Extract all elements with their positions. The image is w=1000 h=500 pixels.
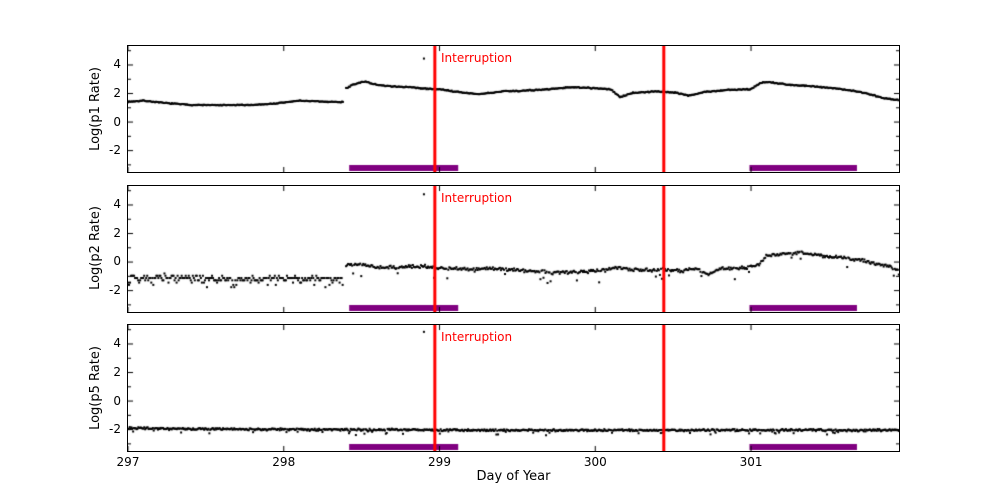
y-tick-label: -2 xyxy=(109,282,121,297)
interruption-label-p5: Interruption xyxy=(441,330,513,344)
y-axis-label-p2: Log(p2 Rate) xyxy=(88,206,103,290)
interruption-label-p1: Interruption xyxy=(441,51,513,65)
x-tick-label: 299 xyxy=(428,455,451,469)
y-tick-label: -2 xyxy=(109,143,121,158)
y-axis-label-p5: Log(p5 Rate) xyxy=(88,346,103,430)
y-tick-label: 2 xyxy=(113,86,121,101)
y-tick-label: 4 xyxy=(113,57,121,72)
interruption-label-p2: Interruption xyxy=(441,190,513,205)
y-tick-label: 0 xyxy=(113,393,121,408)
panel-p3: Interruption xyxy=(127,324,900,452)
p2-plot-canvas xyxy=(128,185,899,312)
x-tick-label: 301 xyxy=(739,455,763,469)
y-tick-label: 0 xyxy=(113,114,121,129)
p1-plot-canvas xyxy=(128,46,899,172)
y-tick-label: -2 xyxy=(109,422,121,437)
p5-plot-canvas xyxy=(128,325,899,451)
x-tick-label: 298 xyxy=(272,455,296,469)
y-tick-label: 0 xyxy=(113,254,121,269)
y-tick-label: 4 xyxy=(113,196,121,211)
y-tick-label: 2 xyxy=(113,365,121,380)
y-tick-label: 2 xyxy=(113,225,121,240)
x-tick-label: 300 xyxy=(583,455,607,469)
x-axis-label: Day of Year xyxy=(476,469,551,484)
y-tick-label: 4 xyxy=(113,336,121,351)
panel-p1: Interruption xyxy=(127,45,900,173)
panel-p2: Interruption xyxy=(127,184,900,313)
x-tick-label: 297 xyxy=(116,455,140,469)
y-axis-label-p1: Log(p1 Rate) xyxy=(88,67,103,151)
